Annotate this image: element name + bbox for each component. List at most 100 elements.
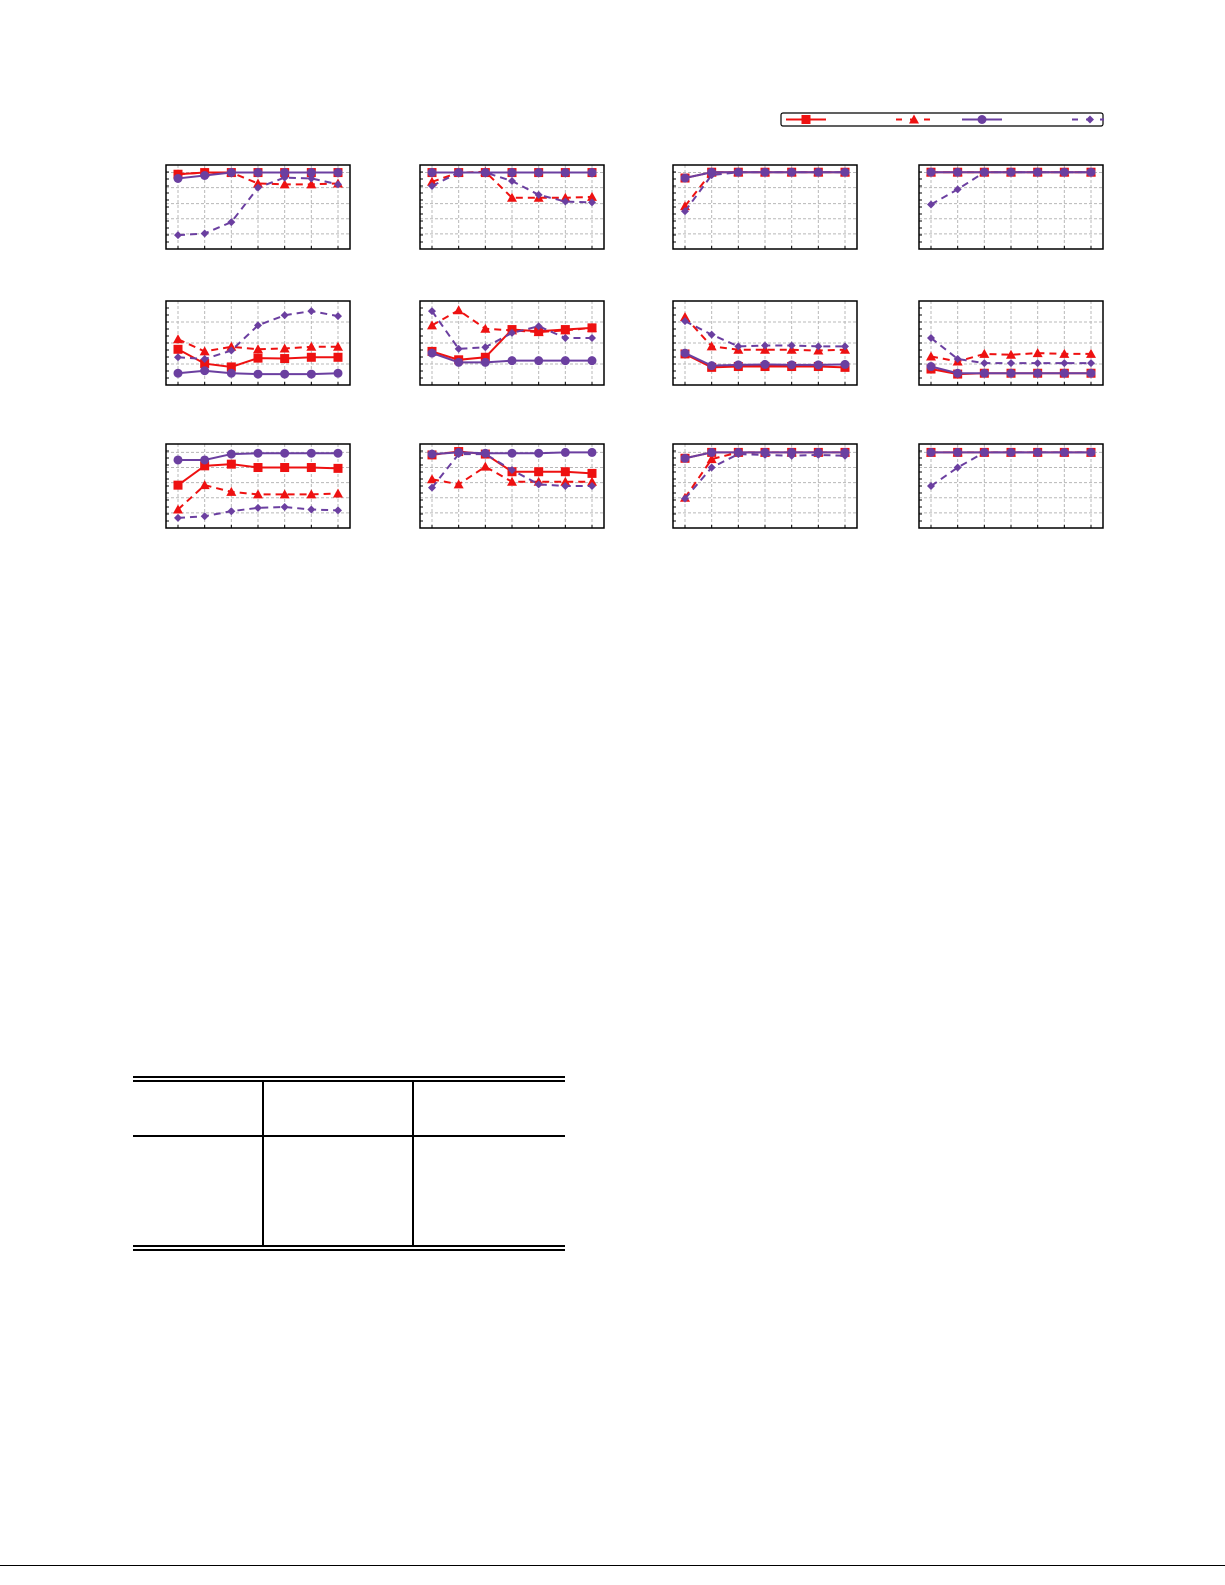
circle-marker (253, 448, 263, 458)
circle-marker (507, 448, 517, 458)
triangle-marker (560, 476, 571, 486)
square-marker (280, 463, 290, 473)
diamond-marker (841, 342, 849, 351)
circle-marker (1006, 368, 1016, 378)
diamond-marker (980, 168, 989, 177)
circle-marker (1086, 368, 1096, 378)
table-bottom-rule-2 (133, 1249, 565, 1251)
diamond-marker (481, 343, 490, 352)
series-1 (173, 459, 343, 490)
diamond-marker (534, 190, 543, 199)
circle-marker (587, 447, 597, 457)
diamond-marker (814, 168, 823, 177)
diamond-marker (280, 503, 289, 511)
table-header-rule (133, 1135, 565, 1137)
diamond-marker (814, 342, 823, 351)
triangle-marker (279, 179, 290, 189)
triangle-marker (333, 341, 343, 351)
square-marker (226, 362, 236, 372)
subplot-8 (918, 300, 1104, 386)
circle-marker (840, 359, 850, 369)
table-column-divider (262, 1080, 264, 1246)
diamond-marker (200, 354, 209, 363)
plot-frame (419, 300, 605, 386)
diamond-marker (561, 482, 570, 490)
square-marker (306, 463, 316, 473)
diamond-marker (927, 333, 935, 342)
diamond-marker (508, 176, 516, 185)
diamond-marker (1060, 359, 1069, 368)
diamond-marker (254, 503, 262, 512)
triangle-marker (587, 322, 597, 332)
series-4 (927, 333, 1095, 368)
circle-marker (587, 168, 597, 178)
diamond-marker (534, 322, 543, 331)
series-3 (173, 168, 343, 183)
circle-marker (253, 369, 263, 379)
plot-frame (672, 164, 858, 250)
diamond-marker (980, 359, 989, 368)
plot-frame (165, 164, 351, 250)
page-bottom-rule (0, 1565, 1225, 1566)
diamond-marker (953, 185, 962, 194)
diamond-marker (454, 450, 463, 459)
series-3 (173, 448, 343, 465)
diamond-marker (734, 450, 743, 459)
circle-marker (427, 168, 437, 178)
diamond-marker (1060, 168, 1069, 177)
series-4 (681, 317, 849, 351)
diamond-marker (508, 328, 516, 337)
plot-frame (672, 300, 858, 386)
diamond-marker (174, 353, 182, 362)
circle-marker (534, 448, 544, 458)
diamond-marker (280, 173, 289, 182)
series-4 (927, 168, 1095, 209)
square-marker (200, 359, 210, 369)
subplot-4 (918, 164, 1104, 250)
subplot-7 (672, 300, 858, 386)
triangle-marker (427, 320, 437, 330)
triangle-marker (427, 474, 437, 484)
diamond-marker (334, 312, 342, 321)
series-4 (174, 307, 342, 363)
series-4 (428, 307, 596, 353)
subplot-1 (165, 164, 351, 250)
circle-marker (507, 168, 517, 178)
square-marker (333, 352, 343, 362)
diamond-marker (481, 450, 490, 459)
diamond-marker (254, 183, 262, 192)
circle-marker (280, 168, 290, 178)
diamond-marker (1033, 168, 1042, 177)
circle-marker (534, 168, 544, 178)
series-1 (173, 344, 343, 372)
diamond-marker (428, 182, 436, 190)
series-3 (926, 362, 1096, 378)
series-2 (173, 480, 343, 514)
square-marker (480, 352, 490, 362)
triangle-marker (507, 192, 517, 202)
diamond-marker (841, 451, 849, 460)
circle-marker (200, 366, 210, 376)
triangle-marker (680, 311, 690, 321)
circle-marker (226, 449, 236, 459)
diamond-marker (1087, 168, 1095, 177)
circle-marker (427, 449, 437, 459)
circle-marker (977, 115, 987, 124)
triangle-marker (1059, 348, 1070, 358)
circle-marker (560, 447, 570, 457)
square-marker (173, 344, 183, 354)
diamond-marker (200, 229, 209, 238)
circle-marker (507, 356, 517, 366)
subplot-10 (419, 443, 605, 529)
circle-marker (173, 368, 183, 378)
circle-marker (306, 168, 316, 178)
circle-marker (1059, 368, 1069, 378)
subplot-9 (165, 443, 351, 529)
series-4 (681, 450, 849, 503)
triangle-marker (173, 334, 183, 344)
square-marker (253, 353, 263, 363)
series-4 (174, 173, 342, 240)
series-2 (173, 334, 343, 356)
circle-marker (200, 171, 210, 180)
plot-frame (918, 164, 1104, 250)
